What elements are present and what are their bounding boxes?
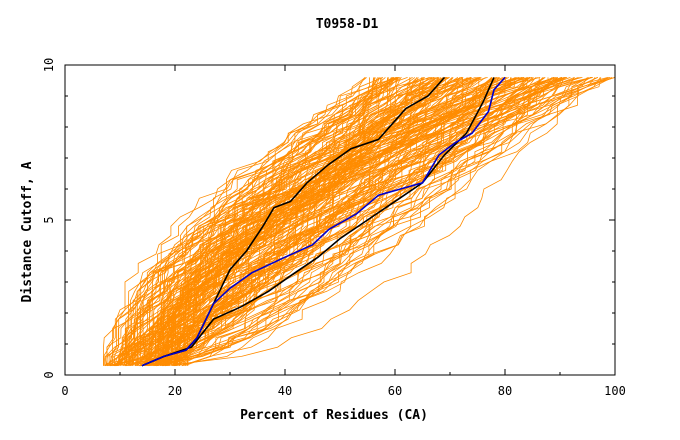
model-curve: [154, 77, 393, 367]
x-tick-label: 0: [61, 384, 68, 398]
model-curve: [103, 77, 413, 366]
background-series-group: [103, 77, 616, 367]
model-curve: [181, 77, 556, 367]
axes-group: 0 20 40 60 80 100 0 5 10: [42, 58, 626, 398]
model-curve: [136, 77, 592, 366]
model-curve: [124, 77, 439, 367]
model-curve: [129, 77, 613, 367]
model-curve: [169, 77, 609, 366]
x-tick-label: 100: [604, 384, 626, 398]
model-curve: [136, 77, 447, 366]
model-curve: [151, 77, 506, 367]
model-curve: [165, 77, 598, 367]
model-curve: [132, 77, 433, 366]
model-curve: [122, 77, 559, 367]
model-curve: [105, 77, 398, 366]
x-axis-label: Percent of Residues (CA): [240, 408, 428, 423]
y-tick-label: 0: [42, 371, 56, 378]
model-curve: [175, 77, 575, 366]
model-curve: [125, 77, 380, 366]
x-tick-label: 40: [278, 384, 292, 398]
model-curve: [160, 77, 461, 366]
model-curve: [150, 77, 472, 366]
model-curve: [156, 77, 589, 367]
model-curve: [145, 77, 596, 367]
model-curve: [147, 77, 528, 366]
model-curve: [115, 77, 549, 367]
highlight-series-group: [141, 76, 506, 367]
x-tick-label: 80: [498, 384, 512, 398]
model-curve: [127, 77, 568, 366]
model-curve: [173, 77, 432, 366]
chart-title: T0958-D1: [316, 17, 379, 32]
series-line-3: [141, 76, 506, 367]
model-curve: [174, 77, 480, 366]
model-curve: [171, 77, 418, 366]
model-curve: [178, 77, 555, 366]
model-curve: [146, 77, 563, 367]
y-axis-label: Distance Cutoff, A: [20, 161, 35, 302]
model-curve: [178, 77, 534, 367]
y-tick-label: 5: [42, 216, 56, 223]
series-line-1: [141, 77, 495, 367]
model-curve: [164, 77, 602, 367]
model-curve: [138, 77, 472, 367]
model-curve: [171, 77, 541, 366]
model-curve: [145, 77, 400, 366]
model-curve: [160, 77, 396, 366]
model-curve: [143, 77, 402, 367]
model-curve: [148, 77, 575, 367]
y-tick-label: 10: [42, 58, 56, 72]
model-curve: [141, 77, 529, 366]
model-curve: [143, 77, 400, 366]
model-curve: [163, 77, 394, 366]
x-tick-label: 20: [168, 384, 182, 398]
x-tick-label: 60: [388, 384, 402, 398]
model-curve: [181, 77, 562, 367]
model-curve: [157, 77, 439, 366]
model-curve: [117, 77, 546, 367]
model-curve: [114, 77, 565, 366]
model-curve: [121, 77, 430, 366]
model-curve: [175, 77, 583, 366]
model-curve: [119, 77, 408, 366]
